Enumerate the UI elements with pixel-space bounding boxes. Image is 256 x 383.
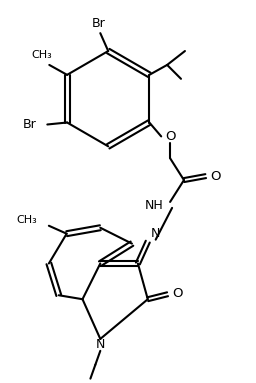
Text: N: N (151, 227, 160, 240)
Text: CH₃: CH₃ (16, 215, 37, 225)
Text: O: O (165, 130, 175, 143)
Text: N: N (96, 338, 105, 351)
Text: Br: Br (91, 17, 105, 30)
Text: CH₃: CH₃ (31, 50, 52, 60)
Text: Br: Br (23, 118, 36, 131)
Text: NH: NH (145, 200, 164, 213)
Text: O: O (172, 287, 183, 300)
Text: O: O (210, 170, 221, 183)
